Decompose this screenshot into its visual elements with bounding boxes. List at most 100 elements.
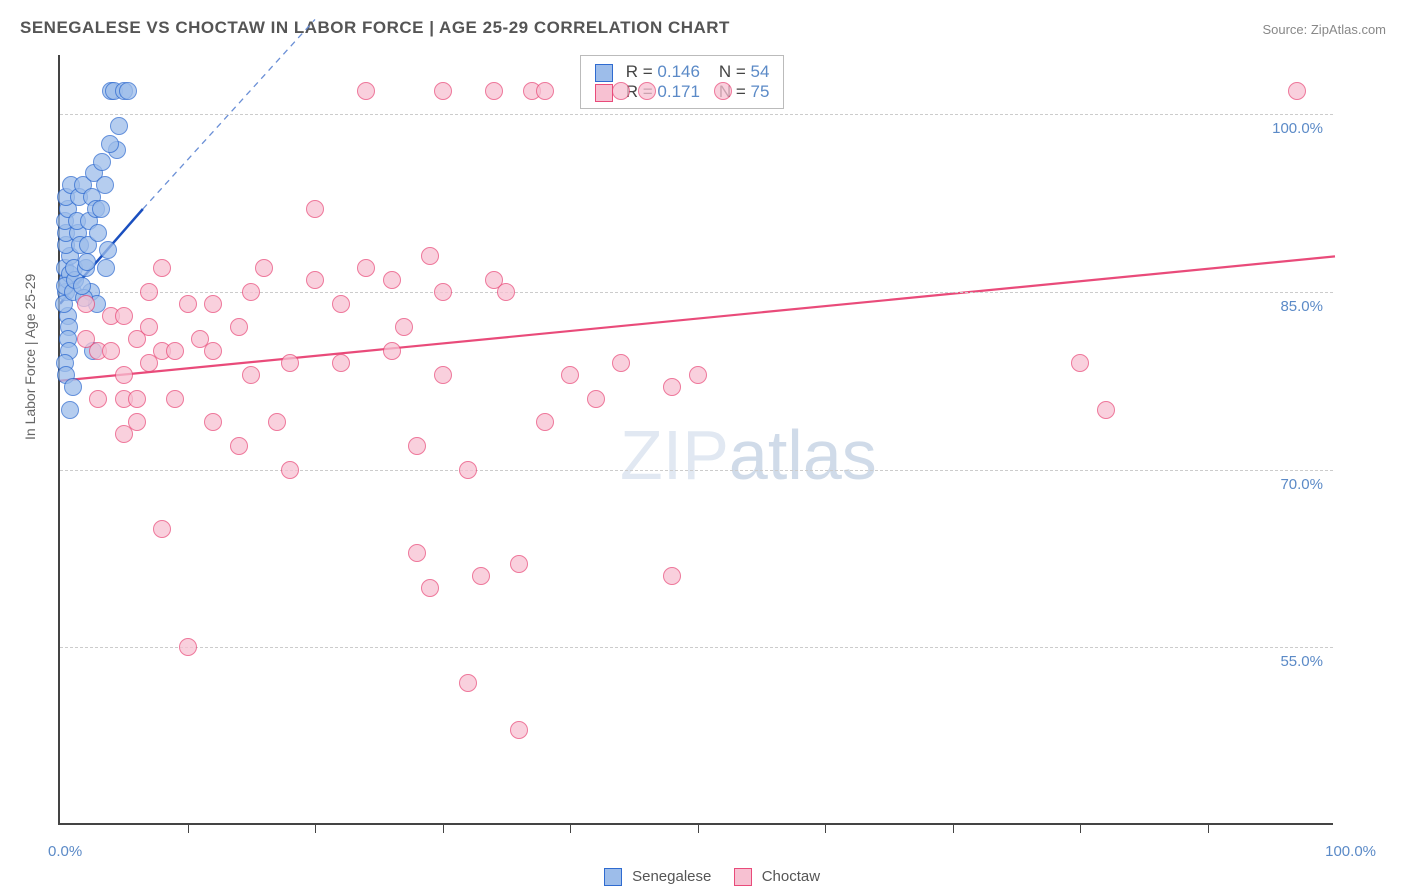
data-point-choctaw — [115, 307, 133, 325]
data-point-choctaw — [242, 366, 260, 384]
data-point-choctaw — [204, 295, 222, 313]
data-point-choctaw — [536, 413, 554, 431]
x-tick — [953, 823, 954, 833]
legend-label-senegalese: Senegalese — [632, 868, 711, 885]
data-point-choctaw — [408, 437, 426, 455]
data-point-choctaw — [281, 354, 299, 372]
data-point-choctaw — [204, 413, 222, 431]
data-point-choctaw — [408, 544, 426, 562]
data-point-choctaw — [638, 82, 656, 100]
data-point-choctaw — [536, 82, 554, 100]
data-point-choctaw — [306, 200, 324, 218]
data-point-choctaw — [497, 283, 515, 301]
stats-legend-box: R = 0.146 N = 54 R = 0.171 N = 75 — [580, 55, 784, 109]
swatch-choctaw-icon — [595, 84, 613, 102]
data-point-senegalese — [73, 277, 91, 295]
legend-swatch-senegalese-icon — [604, 868, 622, 886]
data-point-choctaw — [395, 318, 413, 336]
data-point-choctaw — [255, 259, 273, 277]
data-point-choctaw — [230, 318, 248, 336]
data-point-choctaw — [128, 390, 146, 408]
data-point-choctaw — [153, 259, 171, 277]
data-point-senegalese — [101, 135, 119, 153]
data-point-choctaw — [89, 390, 107, 408]
y-tick-label: 55.0% — [1280, 653, 1323, 670]
data-point-choctaw — [140, 318, 158, 336]
legend-swatch-choctaw-icon — [734, 868, 752, 886]
legend-label-choctaw: Choctaw — [762, 868, 820, 885]
x-tick — [1080, 823, 1081, 833]
data-point-choctaw — [166, 390, 184, 408]
data-point-choctaw — [663, 378, 681, 396]
data-point-senegalese — [96, 176, 114, 194]
data-point-choctaw — [179, 295, 197, 313]
x-tick — [698, 823, 699, 833]
chart-title: SENEGALESE VS CHOCTAW IN LABOR FORCE | A… — [20, 18, 730, 38]
data-point-choctaw — [434, 366, 452, 384]
x-tick — [1208, 823, 1209, 833]
data-point-senegalese — [64, 378, 82, 396]
data-point-choctaw — [383, 342, 401, 360]
data-point-senegalese — [119, 82, 137, 100]
source-attribution: Source: ZipAtlas.com — [1262, 22, 1386, 37]
bottom-legend: Senegalese Choctaw — [0, 868, 1406, 886]
data-point-senegalese — [110, 117, 128, 135]
data-point-choctaw — [242, 283, 260, 301]
data-point-senegalese — [99, 241, 117, 259]
data-point-choctaw — [587, 390, 605, 408]
stats-r-senegalese: 0.146 — [657, 62, 700, 81]
data-point-choctaw — [1071, 354, 1089, 372]
y-axis-label: In Labor Force | Age 25-29 — [22, 274, 38, 440]
data-point-choctaw — [1288, 82, 1306, 100]
data-point-choctaw — [115, 366, 133, 384]
data-point-choctaw — [561, 366, 579, 384]
data-point-choctaw — [472, 567, 490, 585]
data-point-choctaw — [204, 342, 222, 360]
x-tick-min: 0.0% — [48, 843, 82, 860]
stats-n-senegalese: 54 — [751, 62, 770, 81]
data-point-choctaw — [102, 342, 120, 360]
data-point-choctaw — [689, 366, 707, 384]
data-point-choctaw — [332, 354, 350, 372]
chart-container: SENEGALESE VS CHOCTAW IN LABOR FORCE | A… — [0, 0, 1406, 892]
x-tick — [315, 823, 316, 833]
data-point-choctaw — [510, 555, 528, 573]
y-tick-label: 100.0% — [1272, 120, 1323, 137]
data-point-choctaw — [421, 579, 439, 597]
swatch-senegalese-icon — [595, 64, 613, 82]
data-point-choctaw — [128, 413, 146, 431]
data-point-choctaw — [230, 437, 248, 455]
data-point-choctaw — [485, 82, 503, 100]
gridline — [60, 114, 1333, 115]
y-tick-label: 70.0% — [1280, 476, 1323, 493]
data-point-senegalese — [78, 253, 96, 271]
plot-area: ZIPatlas R = 0.146 N = 54 R = 0.171 N = … — [58, 55, 1333, 825]
data-point-choctaw — [140, 283, 158, 301]
x-tick — [188, 823, 189, 833]
data-point-choctaw — [281, 461, 299, 479]
data-point-senegalese — [89, 224, 107, 242]
data-point-choctaw — [77, 295, 95, 313]
data-point-senegalese — [92, 200, 110, 218]
data-point-choctaw — [612, 354, 630, 372]
data-point-choctaw — [153, 520, 171, 538]
gridline — [60, 470, 1333, 471]
data-point-choctaw — [714, 82, 732, 100]
data-point-choctaw — [459, 461, 477, 479]
data-point-choctaw — [383, 271, 401, 289]
x-tick — [570, 823, 571, 833]
data-point-choctaw — [510, 721, 528, 739]
data-point-choctaw — [459, 674, 477, 692]
data-point-choctaw — [357, 259, 375, 277]
stats-n-choctaw: 75 — [751, 82, 770, 101]
data-point-choctaw — [306, 271, 324, 289]
x-tick — [443, 823, 444, 833]
gridline — [60, 647, 1333, 648]
data-point-senegalese — [97, 259, 115, 277]
data-point-choctaw — [357, 82, 375, 100]
y-tick-label: 85.0% — [1280, 298, 1323, 315]
data-point-choctaw — [434, 82, 452, 100]
x-tick — [825, 823, 826, 833]
stats-r-choctaw: 0.171 — [657, 82, 700, 101]
x-tick-max: 100.0% — [1325, 843, 1376, 860]
